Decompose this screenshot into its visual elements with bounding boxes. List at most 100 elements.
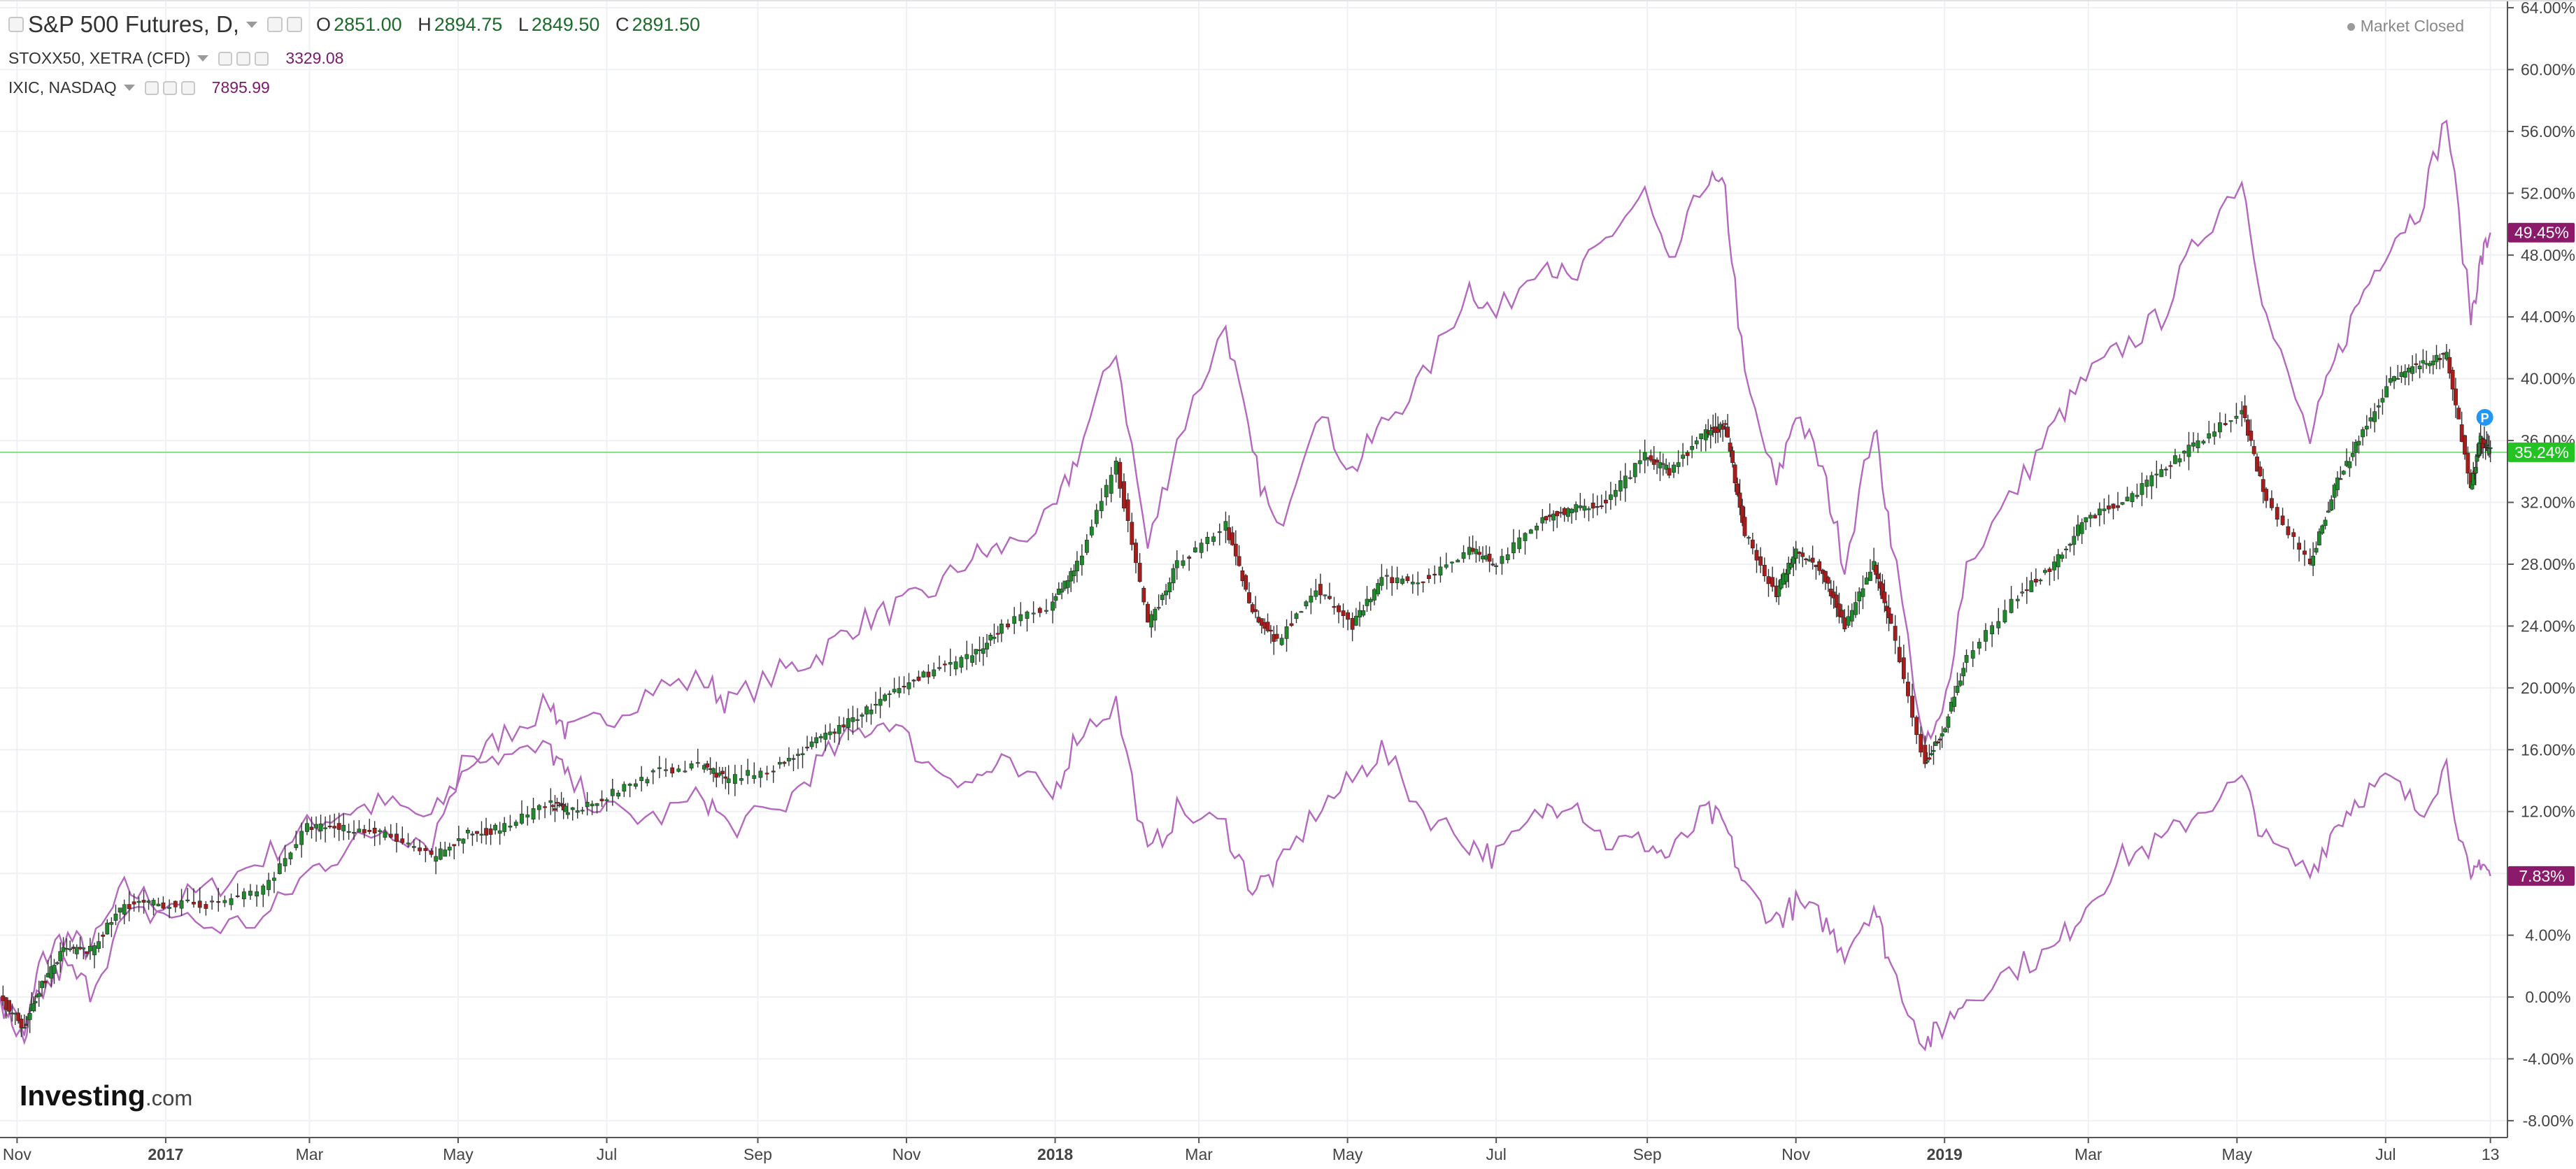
- candle-body: [1766, 576, 1771, 584]
- candle-body: [543, 806, 548, 808]
- candle-body: [24, 1024, 29, 1026]
- candle-body: [394, 833, 399, 842]
- candle-body: [1840, 610, 1844, 618]
- candle-body: [2364, 426, 2369, 430]
- candle-body: [1658, 462, 1663, 468]
- candle-body: [272, 877, 276, 881]
- y-tick-label: 16.00%: [2521, 740, 2575, 759]
- price-marker-icon[interactable]: [2476, 408, 2493, 426]
- candle-body: [575, 810, 580, 813]
- candle-body: [388, 833, 393, 838]
- candle-body: [1708, 430, 1713, 436]
- candle-body: [1566, 508, 1570, 517]
- candle-body: [1118, 461, 1123, 489]
- candle-body: [921, 671, 926, 677]
- candle-body: [2020, 591, 2025, 594]
- candle-body: [74, 947, 79, 954]
- x-tick-label: Sep: [743, 1145, 772, 1163]
- candle-body: [1416, 582, 1421, 584]
- candle-body: [1570, 508, 1574, 514]
- candle-body: [1079, 555, 1084, 566]
- candle-body: [2447, 357, 2452, 374]
- candle-body: [1721, 425, 1725, 430]
- candle-body: [277, 863, 282, 875]
- candle-body: [429, 850, 434, 855]
- candle-body: [16, 1012, 21, 1021]
- candle-body: [2111, 503, 2116, 509]
- hide-icon[interactable]: [144, 80, 159, 95]
- candle-body: [1735, 483, 1739, 495]
- candle-body: [1694, 440, 1699, 445]
- candle-body: [323, 827, 328, 829]
- candle-body: [2303, 550, 2307, 555]
- candle-body: [878, 698, 883, 706]
- candle-body: [1955, 685, 1960, 693]
- settings-icon[interactable]: [236, 51, 251, 66]
- candle-body: [1746, 537, 1751, 539]
- settings-icon[interactable]: [287, 17, 303, 32]
- last-value-badge: [2508, 442, 2575, 462]
- candle-body: [64, 948, 69, 950]
- hide-icon[interactable]: [218, 51, 233, 66]
- compare-2-label[interactable]: IXIC, NASDAQ: [8, 78, 117, 96]
- chevron-down-icon[interactable]: [246, 21, 258, 28]
- candle-body: [2064, 548, 2068, 550]
- candle-body: [814, 737, 819, 743]
- candle-body: [1427, 575, 1431, 580]
- y-tick-label: 28.00%: [2521, 555, 2575, 573]
- candle-body: [1758, 556, 1763, 566]
- candle-body: [1703, 429, 1708, 440]
- compare-1-label[interactable]: STOXX50, XETRA (CFD): [8, 49, 191, 67]
- candle-body: [2403, 371, 2407, 378]
- candle-body: [1470, 547, 1475, 552]
- candle-body: [988, 635, 993, 640]
- candle-body: [758, 770, 763, 778]
- close-icon[interactable]: [180, 80, 195, 95]
- candle-body: [78, 947, 83, 949]
- candle-body: [36, 993, 41, 997]
- candle-body: [805, 747, 809, 749]
- candle-body: [1681, 454, 1686, 459]
- candle-body: [670, 767, 675, 774]
- candle-body: [1410, 582, 1415, 584]
- candle-body: [832, 731, 837, 734]
- candle-body: [1314, 590, 1318, 597]
- candle-body: [1230, 532, 1234, 545]
- candle-body: [1265, 622, 1270, 631]
- candle-body: [953, 661, 958, 670]
- candle-body: [570, 807, 575, 810]
- collapse-icon[interactable]: [8, 17, 24, 32]
- candle-body: [71, 947, 76, 949]
- candle-body: [1353, 615, 1358, 626]
- candle-body: [906, 682, 911, 689]
- candle-body: [493, 824, 498, 831]
- x-tick-label: 2018: [1037, 1145, 1073, 1163]
- candle-body: [167, 907, 172, 909]
- hide-icon[interactable]: [267, 17, 283, 32]
- candle-body: [970, 655, 975, 663]
- candle-body: [2140, 483, 2144, 495]
- candle-body: [241, 891, 246, 900]
- chevron-down-icon[interactable]: [123, 85, 135, 91]
- candle-body: [1716, 428, 1721, 433]
- candle-body: [1667, 468, 1672, 476]
- candle-body: [2421, 360, 2426, 364]
- candle-body: [2459, 424, 2464, 442]
- candle-body: [2445, 352, 2449, 360]
- candle-body: [1804, 558, 1808, 561]
- candle-body: [1405, 576, 1410, 581]
- settings-icon[interactable]: [162, 80, 177, 95]
- candle-body: [1240, 570, 1245, 582]
- candle-body: [1888, 613, 1893, 624]
- chevron-down-icon[interactable]: [197, 55, 209, 62]
- candle-body: [2341, 471, 2346, 475]
- candle-body: [864, 706, 869, 715]
- y-tick-label: 12.00%: [2521, 803, 2575, 821]
- candle-body: [1253, 609, 1258, 612]
- close-icon[interactable]: [255, 51, 269, 66]
- main-series-label[interactable]: S&P 500 Futures, D,: [28, 11, 240, 37]
- y-tick-label: 32.00%: [2521, 494, 2575, 512]
- candle-body: [1723, 423, 1728, 425]
- candle-body: [2414, 363, 2419, 365]
